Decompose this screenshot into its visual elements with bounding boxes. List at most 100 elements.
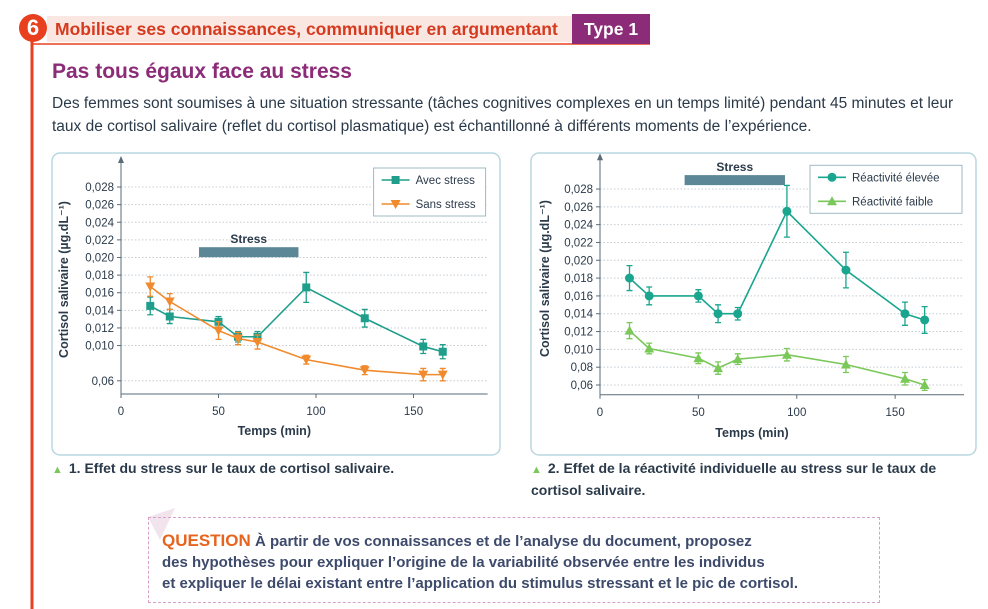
x-tick-label: 50 <box>692 407 705 419</box>
y-tick-label: 0,022 <box>564 237 593 249</box>
y-tick-label: 0,024 <box>85 217 114 229</box>
legend-label: Sans stress <box>416 199 476 211</box>
y-tick-label: 0,08 <box>571 362 593 374</box>
y-tick-label: 0,022 <box>85 235 114 247</box>
caption-2: ▲ 2. Effet de la réactivité individuelle … <box>531 460 937 498</box>
y-tick-label: 0,012 <box>85 323 114 335</box>
marker <box>359 366 370 376</box>
x-tick-label: 150 <box>886 407 905 419</box>
y-axis-label: Cortisol salivaire (µg.dL⁻¹) <box>57 201 71 358</box>
marker <box>625 273 635 283</box>
chart-frame <box>51 152 501 456</box>
question-text: QUESTION À partir de vos connaissances e… <box>162 530 798 594</box>
y-tick-label: 0,010 <box>564 344 593 356</box>
exercise-number: 6 <box>19 14 47 42</box>
marker <box>920 315 930 325</box>
x-tick-label: 0 <box>597 407 603 419</box>
marker <box>438 347 447 356</box>
y-tick-label: 0,024 <box>564 220 593 232</box>
question-line: À partir de vos connaissances et de l’an… <box>254 533 752 550</box>
marker <box>624 325 635 335</box>
marker <box>644 343 655 353</box>
caption-1: ▲ 1. Effet du stress sur le taux de corti… <box>52 460 395 476</box>
marker <box>360 314 369 323</box>
question-box <box>148 517 880 603</box>
marker <box>827 196 837 206</box>
marker <box>233 334 243 344</box>
marker <box>302 283 311 292</box>
legend-label: Réactivité élevée <box>852 172 940 184</box>
annotation-label: Stress <box>716 160 753 174</box>
caption-text: 2. Effet de la réactivité individuelle a… <box>531 460 937 498</box>
marker <box>841 265 851 275</box>
marker <box>644 291 654 301</box>
intro-text: Des femmes sont soumises à une situation… <box>52 95 954 135</box>
marker <box>213 326 224 336</box>
caption-text: 1. Effet du stress sur le taux de cortis… <box>68 460 395 476</box>
header-badge: Type 1 <box>572 14 650 44</box>
marker <box>437 370 448 380</box>
y-tick-label: 0,020 <box>564 255 593 267</box>
marker <box>900 309 910 319</box>
stress-bar <box>684 175 785 186</box>
y-tick-label: 0,028 <box>85 182 114 194</box>
y-tick-label: 0,018 <box>85 270 114 282</box>
marker <box>145 282 156 292</box>
y-tick-label: 0,06 <box>571 380 593 392</box>
y-tick-label: 0,020 <box>85 252 114 264</box>
x-tick-label: 100 <box>787 407 806 419</box>
marker <box>391 176 400 184</box>
marker <box>782 206 792 216</box>
y-axis-arrow <box>597 153 603 161</box>
marker <box>732 354 743 364</box>
marker <box>899 373 910 383</box>
y-tick-label: 0,014 <box>85 305 114 317</box>
marker <box>301 355 312 365</box>
marker <box>693 291 703 301</box>
header-title: Mobiliser ses connaissances, communiquer… <box>47 16 573 42</box>
y-tick-label: 0,010 <box>85 341 114 353</box>
y-tick-label: 0,06 <box>92 376 114 388</box>
chart-frame <box>530 152 977 456</box>
marker <box>781 349 792 359</box>
marker <box>827 172 837 182</box>
marker <box>165 312 174 321</box>
y-axis-arrow <box>118 156 124 163</box>
legend-label: Avec stress <box>416 175 475 187</box>
marker <box>146 301 155 310</box>
y-axis-label: Cortisol salivaire (µg.dL⁻¹) <box>538 200 552 357</box>
y-tick-label: 0,026 <box>85 200 114 212</box>
marker <box>418 370 429 380</box>
question-label: QUESTION <box>162 531 251 550</box>
marker <box>419 342 428 351</box>
marker <box>919 380 930 390</box>
question-corner <box>148 508 175 540</box>
y-tick-label: 0,016 <box>85 288 114 300</box>
marker <box>390 200 401 209</box>
x-axis-label: Temps (min) <box>715 426 788 440</box>
x-tick-label: 0 <box>118 406 124 418</box>
marker <box>840 359 851 369</box>
x-axis-label: Temps (min) <box>238 424 311 438</box>
y-tick-label: 0,026 <box>564 202 593 214</box>
y-tick-label: 0,028 <box>564 184 593 196</box>
marker <box>733 309 743 319</box>
x-tick-label: 150 <box>404 406 423 418</box>
y-tick-label: 0,018 <box>564 273 593 285</box>
marker <box>164 297 175 307</box>
page-title: Pas tous égaux face au stress <box>52 60 352 83</box>
marker <box>252 338 263 348</box>
stress-bar <box>199 247 299 258</box>
question-line: et expliquer le délai existant entre l’a… <box>162 575 799 592</box>
y-tick-label: 0,016 <box>564 291 593 303</box>
x-tick-label: 50 <box>212 406 225 418</box>
marker <box>693 353 704 363</box>
y-tick-label: 0,014 <box>564 309 593 321</box>
y-tick-label: 0,012 <box>564 327 593 339</box>
legend-label: Réactivité faible <box>852 196 933 208</box>
x-tick-label: 100 <box>306 406 325 418</box>
marker <box>713 363 724 373</box>
marker <box>713 309 723 319</box>
